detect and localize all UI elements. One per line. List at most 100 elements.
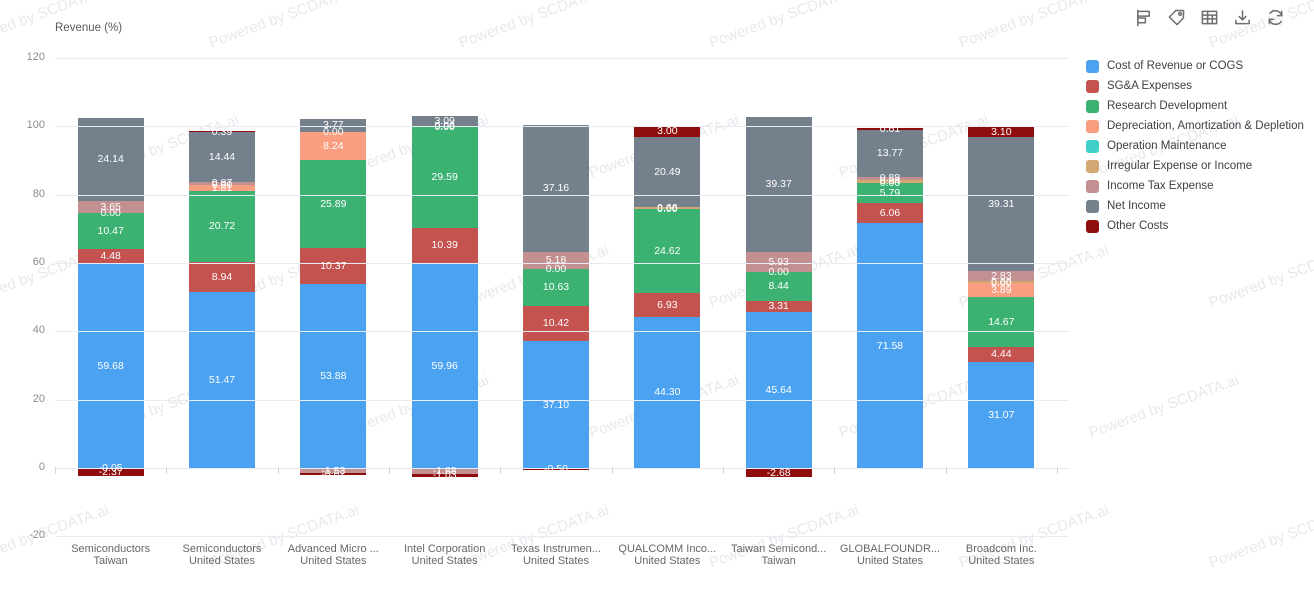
- bar-segment[interactable]: [189, 261, 255, 293]
- bar-segment[interactable]: [968, 283, 1035, 297]
- bar-segment[interactable]: [189, 130, 255, 133]
- bar-segment[interactable]: [745, 251, 812, 272]
- bar-segment-label: 24.62: [654, 244, 681, 257]
- bar-segment[interactable]: [77, 213, 144, 249]
- bar-segment[interactable]: [745, 300, 812, 313]
- legend-item[interactable]: Research Development: [1086, 96, 1304, 116]
- legend-item[interactable]: SG&A Expenses: [1086, 76, 1304, 96]
- bar-segment-label: 39.37: [765, 178, 792, 191]
- legend-label: Research Development: [1107, 100, 1228, 112]
- bar-segment[interactable]: [300, 131, 367, 160]
- y-axis-tick-label: 80: [32, 187, 45, 200]
- bar-segment[interactable]: [968, 361, 1035, 468]
- bar-segment[interactable]: [77, 468, 144, 477]
- bar-segment[interactable]: [523, 124, 589, 252]
- legend-label: Income Tax Expense: [1107, 180, 1214, 192]
- bar-segment[interactable]: [77, 200, 144, 213]
- legend-item[interactable]: Other Costs: [1086, 216, 1304, 236]
- bar-segment[interactable]: [857, 223, 923, 468]
- bar-segment[interactable]: [77, 248, 144, 265]
- bar-segment-label: 37.16: [542, 182, 570, 195]
- bar-segment[interactable]: [634, 316, 701, 468]
- bar-segment[interactable]: [745, 271, 812, 301]
- gridline: [55, 126, 1069, 128]
- bar-segment[interactable]: [411, 473, 478, 478]
- bar-segment[interactable]: [968, 126, 1035, 137]
- bar-segment[interactable]: [634, 292, 701, 317]
- bar-segment[interactable]: [411, 126, 478, 228]
- download-icon[interactable]: [1231, 6, 1253, 28]
- bar-segment-label: 5.79: [879, 186, 901, 199]
- bar-segment[interactable]: [968, 281, 1035, 284]
- bar-segment[interactable]: [857, 182, 923, 203]
- bar-segment[interactable]: [189, 184, 255, 191]
- bar-segment[interactable]: [300, 468, 367, 474]
- legend-item[interactable]: Operation Maintenance: [1086, 136, 1304, 156]
- bar-segment-label: -2.68: [766, 466, 791, 479]
- bar-segment[interactable]: [857, 176, 923, 180]
- chart-toolbar: [1132, 6, 1286, 28]
- bar-segment-label: 44.30: [654, 386, 681, 399]
- legend-color-swatch: [1086, 99, 1099, 113]
- flag-report-icon[interactable]: [1132, 6, 1154, 28]
- bar-segment[interactable]: [968, 271, 1035, 281]
- table-icon[interactable]: [1198, 6, 1220, 28]
- bar-segment[interactable]: [634, 206, 701, 209]
- bar-segment[interactable]: [634, 126, 701, 137]
- bar-segment[interactable]: [189, 181, 255, 185]
- bar-segment[interactable]: [857, 127, 923, 130]
- bar-segment[interactable]: [411, 115, 478, 127]
- bar-segment-label: 0.06: [434, 120, 455, 133]
- bar-segment[interactable]: [411, 263, 478, 468]
- bar-segment-label: 13.77: [876, 147, 904, 160]
- legend-item[interactable]: Income Tax Expense: [1086, 176, 1304, 196]
- bar-segment-label: 6.06: [879, 207, 901, 220]
- bar-segment[interactable]: [300, 118, 367, 132]
- bar-segment[interactable]: [745, 117, 812, 252]
- bar-segment-label: 3.77: [323, 119, 344, 132]
- bar-segment-label: 0.00: [879, 176, 901, 189]
- y-axis-tick-label: 0: [38, 461, 45, 473]
- bar-segment-label: 51.47: [208, 374, 236, 387]
- y-axis-title: Revenue (%): [55, 22, 123, 34]
- gridline: [55, 331, 1069, 333]
- bar-segment[interactable]: [523, 341, 589, 468]
- bar-segment[interactable]: [411, 468, 478, 474]
- bar-segment[interactable]: [189, 132, 255, 182]
- bar-segment[interactable]: [189, 190, 255, 262]
- bar-segment[interactable]: [77, 118, 144, 201]
- legend-item[interactable]: Net Income: [1086, 196, 1304, 216]
- bar-segment[interactable]: [189, 292, 255, 468]
- bar-segment[interactable]: [300, 473, 367, 476]
- legend-item[interactable]: Cost of Revenue or COGS: [1086, 56, 1304, 76]
- x-axis-category-label: GLOBALFOUNDR... United States: [834, 543, 945, 567]
- bar-segment[interactable]: [968, 346, 1035, 362]
- refresh-icon[interactable]: [1264, 6, 1286, 28]
- bar-segment[interactable]: [300, 160, 367, 249]
- legend-item[interactable]: Depreciation, Amortization & Depletion: [1086, 116, 1304, 136]
- bar-segment[interactable]: [523, 305, 589, 342]
- tag-icon[interactable]: [1165, 6, 1187, 28]
- bar-segment[interactable]: [857, 129, 923, 177]
- bar-segment[interactable]: [968, 296, 1035, 347]
- bar-segment[interactable]: [745, 468, 812, 478]
- bar-segment[interactable]: [411, 227, 478, 264]
- category-label-line: GLOBALFOUNDR...: [839, 543, 941, 555]
- legend-item[interactable]: Irregular Expense or Income: [1086, 156, 1304, 176]
- legend-color-swatch: [1086, 199, 1099, 213]
- bar-segment[interactable]: [523, 269, 589, 306]
- bar-segment[interactable]: [857, 202, 923, 224]
- x-axis-tick: [55, 467, 56, 474]
- bar-segment-label: 53.88: [320, 369, 347, 382]
- bar-segment[interactable]: [634, 208, 701, 293]
- bar-segment-label: 71.58: [876, 339, 904, 352]
- bar-segment[interactable]: [523, 251, 589, 270]
- bar-segment[interactable]: [300, 283, 367, 468]
- bar-segment[interactable]: [857, 179, 923, 183]
- bar-segment[interactable]: [745, 312, 812, 468]
- bar-segment[interactable]: [77, 264, 144, 468]
- bar-segment[interactable]: [300, 248, 367, 284]
- legend-label: Net Income: [1107, 200, 1166, 212]
- bar-segment[interactable]: [968, 137, 1035, 272]
